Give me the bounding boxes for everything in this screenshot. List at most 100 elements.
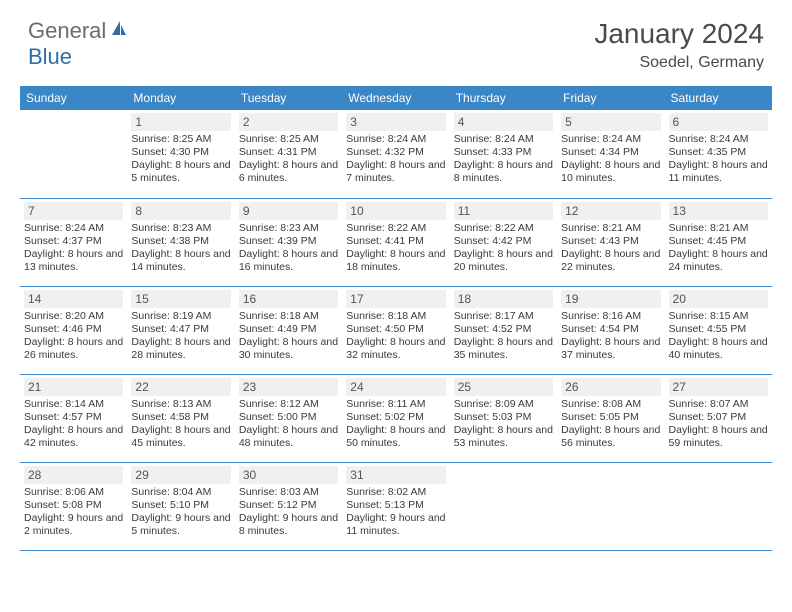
- day-cell: 9Sunrise: 8:23 AMSunset: 4:39 PMDaylight…: [235, 198, 342, 286]
- day-cell: [450, 462, 557, 550]
- sunset-text: Sunset: 4:55 PM: [669, 323, 768, 336]
- daylight-text: Daylight: 9 hours and 5 minutes.: [131, 512, 230, 538]
- sunrise-text: Sunrise: 8:03 AM: [239, 486, 338, 499]
- day-cell: 1Sunrise: 8:25 AMSunset: 4:30 PMDaylight…: [127, 110, 234, 198]
- week-row: 7Sunrise: 8:24 AMSunset: 4:37 PMDaylight…: [20, 198, 772, 286]
- sunrise-text: Sunrise: 8:06 AM: [24, 486, 123, 499]
- daylight-text: Daylight: 8 hours and 18 minutes.: [346, 248, 445, 274]
- day-number: 13: [669, 202, 768, 220]
- sunset-text: Sunset: 4:34 PM: [561, 146, 660, 159]
- sunset-text: Sunset: 4:30 PM: [131, 146, 230, 159]
- day-number: 25: [454, 378, 553, 396]
- day-cell: 13Sunrise: 8:21 AMSunset: 4:45 PMDayligh…: [665, 198, 772, 286]
- sunrise-text: Sunrise: 8:25 AM: [239, 133, 338, 146]
- day-number: 4: [454, 113, 553, 131]
- sunrise-text: Sunrise: 8:18 AM: [239, 310, 338, 323]
- day-cell: 26Sunrise: 8:08 AMSunset: 5:05 PMDayligh…: [557, 374, 664, 462]
- sunset-text: Sunset: 4:45 PM: [669, 235, 768, 248]
- sunset-text: Sunset: 4:31 PM: [239, 146, 338, 159]
- sunrise-text: Sunrise: 8:25 AM: [131, 133, 230, 146]
- day-cell: 23Sunrise: 8:12 AMSunset: 5:00 PMDayligh…: [235, 374, 342, 462]
- daylight-text: Daylight: 8 hours and 11 minutes.: [669, 159, 768, 185]
- sunrise-text: Sunrise: 8:15 AM: [669, 310, 768, 323]
- day-number: 9: [239, 202, 338, 220]
- sunset-text: Sunset: 5:12 PM: [239, 499, 338, 512]
- sunrise-text: Sunrise: 8:11 AM: [346, 398, 445, 411]
- daylight-text: Daylight: 8 hours and 7 minutes.: [346, 159, 445, 185]
- day-number: 21: [24, 378, 123, 396]
- daylight-text: Daylight: 8 hours and 32 minutes.: [346, 336, 445, 362]
- day-cell: 16 Sunrise: 8:18 AMSunset: 4:49 PMDayligh…: [235, 286, 342, 374]
- daylight-text: Daylight: 8 hours and 40 minutes.: [669, 336, 768, 362]
- day-number: 30: [239, 466, 338, 484]
- daylight-text: Daylight: 8 hours and 5 minutes.: [131, 159, 230, 185]
- daylight-text: Daylight: 8 hours and 13 minutes.: [24, 248, 123, 274]
- day-cell: 4Sunrise: 8:24 AMSunset: 4:33 PMDaylight…: [450, 110, 557, 198]
- day-number: 10: [346, 202, 445, 220]
- sunset-text: Sunset: 5:00 PM: [239, 411, 338, 424]
- daylight-text: Daylight: 8 hours and 20 minutes.: [454, 248, 553, 274]
- day-cell: 28Sunrise: 8:06 AMSunset: 5:08 PMDayligh…: [20, 462, 127, 550]
- day-number: 24: [346, 378, 445, 396]
- day-cell: 10Sunrise: 8:22 AMSunset: 4:41 PMDayligh…: [342, 198, 449, 286]
- week-row: 21Sunrise: 8:14 AMSunset: 4:57 PMDayligh…: [20, 374, 772, 462]
- daylight-text: Daylight: 8 hours and 37 minutes.: [561, 336, 660, 362]
- day-number: 29: [131, 466, 230, 484]
- day-cell: 29Sunrise: 8:04 AMSunset: 5:10 PMDayligh…: [127, 462, 234, 550]
- daylight-text: Daylight: 8 hours and 10 minutes.: [561, 159, 660, 185]
- sunrise-text: Sunrise: 8:24 AM: [561, 133, 660, 146]
- sunset-text: Sunset: 5:05 PM: [561, 411, 660, 424]
- sunrise-text: Sunrise: 8:08 AM: [561, 398, 660, 411]
- day-number: 11: [454, 202, 553, 220]
- sunset-text: Sunset: 4:41 PM: [346, 235, 445, 248]
- day-cell: 27Sunrise: 8:07 AMSunset: 5:07 PMDayligh…: [665, 374, 772, 462]
- daylight-text: Daylight: 8 hours and 22 minutes.: [561, 248, 660, 274]
- day-number: 20: [669, 290, 768, 308]
- day-number: 18: [454, 290, 553, 308]
- month-title: January 2024: [594, 18, 764, 50]
- daylight-text: Daylight: 8 hours and 30 minutes.: [239, 336, 338, 362]
- day-cell: 15Sunrise: 8:19 AMSunset: 4:47 PMDayligh…: [127, 286, 234, 374]
- week-row: 14Sunrise: 8:20 AMSunset: 4:46 PMDayligh…: [20, 286, 772, 374]
- day-cell: 14Sunrise: 8:20 AMSunset: 4:46 PMDayligh…: [20, 286, 127, 374]
- sunrise-text: Sunrise: 8:21 AM: [561, 222, 660, 235]
- day-number: 23: [239, 378, 338, 396]
- sunset-text: Sunset: 4:57 PM: [24, 411, 123, 424]
- day-cell: 12Sunrise: 8:21 AMSunset: 4:43 PMDayligh…: [557, 198, 664, 286]
- day-cell: 18Sunrise: 8:17 AMSunset: 4:52 PMDayligh…: [450, 286, 557, 374]
- day-cell: 8Sunrise: 8:23 AMSunset: 4:38 PMDaylight…: [127, 198, 234, 286]
- day-cell: 19Sunrise: 8:16 AMSunset: 4:54 PMDayligh…: [557, 286, 664, 374]
- day-cell: [20, 110, 127, 198]
- day-cell: 11Sunrise: 8:22 AMSunset: 4:42 PMDayligh…: [450, 198, 557, 286]
- day-header: Thursday: [450, 86, 557, 110]
- sunrise-text: Sunrise: 8:24 AM: [346, 133, 445, 146]
- sunrise-text: Sunrise: 8:04 AM: [131, 486, 230, 499]
- sunrise-text: Sunrise: 8:02 AM: [346, 486, 445, 499]
- daylight-text: Daylight: 8 hours and 14 minutes.: [131, 248, 230, 274]
- sunset-text: Sunset: 4:58 PM: [131, 411, 230, 424]
- sunrise-text: Sunrise: 8:07 AM: [669, 398, 768, 411]
- sunrise-text: Sunrise: 8:23 AM: [239, 222, 338, 235]
- daylight-text: Daylight: 8 hours and 50 minutes.: [346, 424, 445, 450]
- sunset-text: Sunset: 5:08 PM: [24, 499, 123, 512]
- daylight-text: Daylight: 8 hours and 45 minutes.: [131, 424, 230, 450]
- daylight-text: Daylight: 9 hours and 11 minutes.: [346, 512, 445, 538]
- day-header: Saturday: [665, 86, 772, 110]
- sunrise-text: Sunrise: 8:19 AM: [131, 310, 230, 323]
- daylight-text: Daylight: 8 hours and 28 minutes.: [131, 336, 230, 362]
- day-cell: 3Sunrise: 8:24 AMSunset: 4:32 PMDaylight…: [342, 110, 449, 198]
- day-cell: 7Sunrise: 8:24 AMSunset: 4:37 PMDaylight…: [20, 198, 127, 286]
- daylight-text: Daylight: 8 hours and 53 minutes.: [454, 424, 553, 450]
- sunrise-text: Sunrise: 8:24 AM: [24, 222, 123, 235]
- sunrise-text: Sunrise: 8:18 AM: [346, 310, 445, 323]
- day-number: 6: [669, 113, 768, 131]
- daylight-text: Daylight: 8 hours and 26 minutes.: [24, 336, 123, 362]
- sunset-text: Sunset: 4:49 PM: [239, 323, 338, 336]
- sunset-text: Sunset: 4:42 PM: [454, 235, 553, 248]
- day-number: 14: [24, 290, 123, 308]
- daylight-text: Daylight: 9 hours and 8 minutes.: [239, 512, 338, 538]
- day-number: 16: [239, 290, 338, 308]
- day-number: 7: [24, 202, 123, 220]
- day-header: Monday: [127, 86, 234, 110]
- day-header: Tuesday: [235, 86, 342, 110]
